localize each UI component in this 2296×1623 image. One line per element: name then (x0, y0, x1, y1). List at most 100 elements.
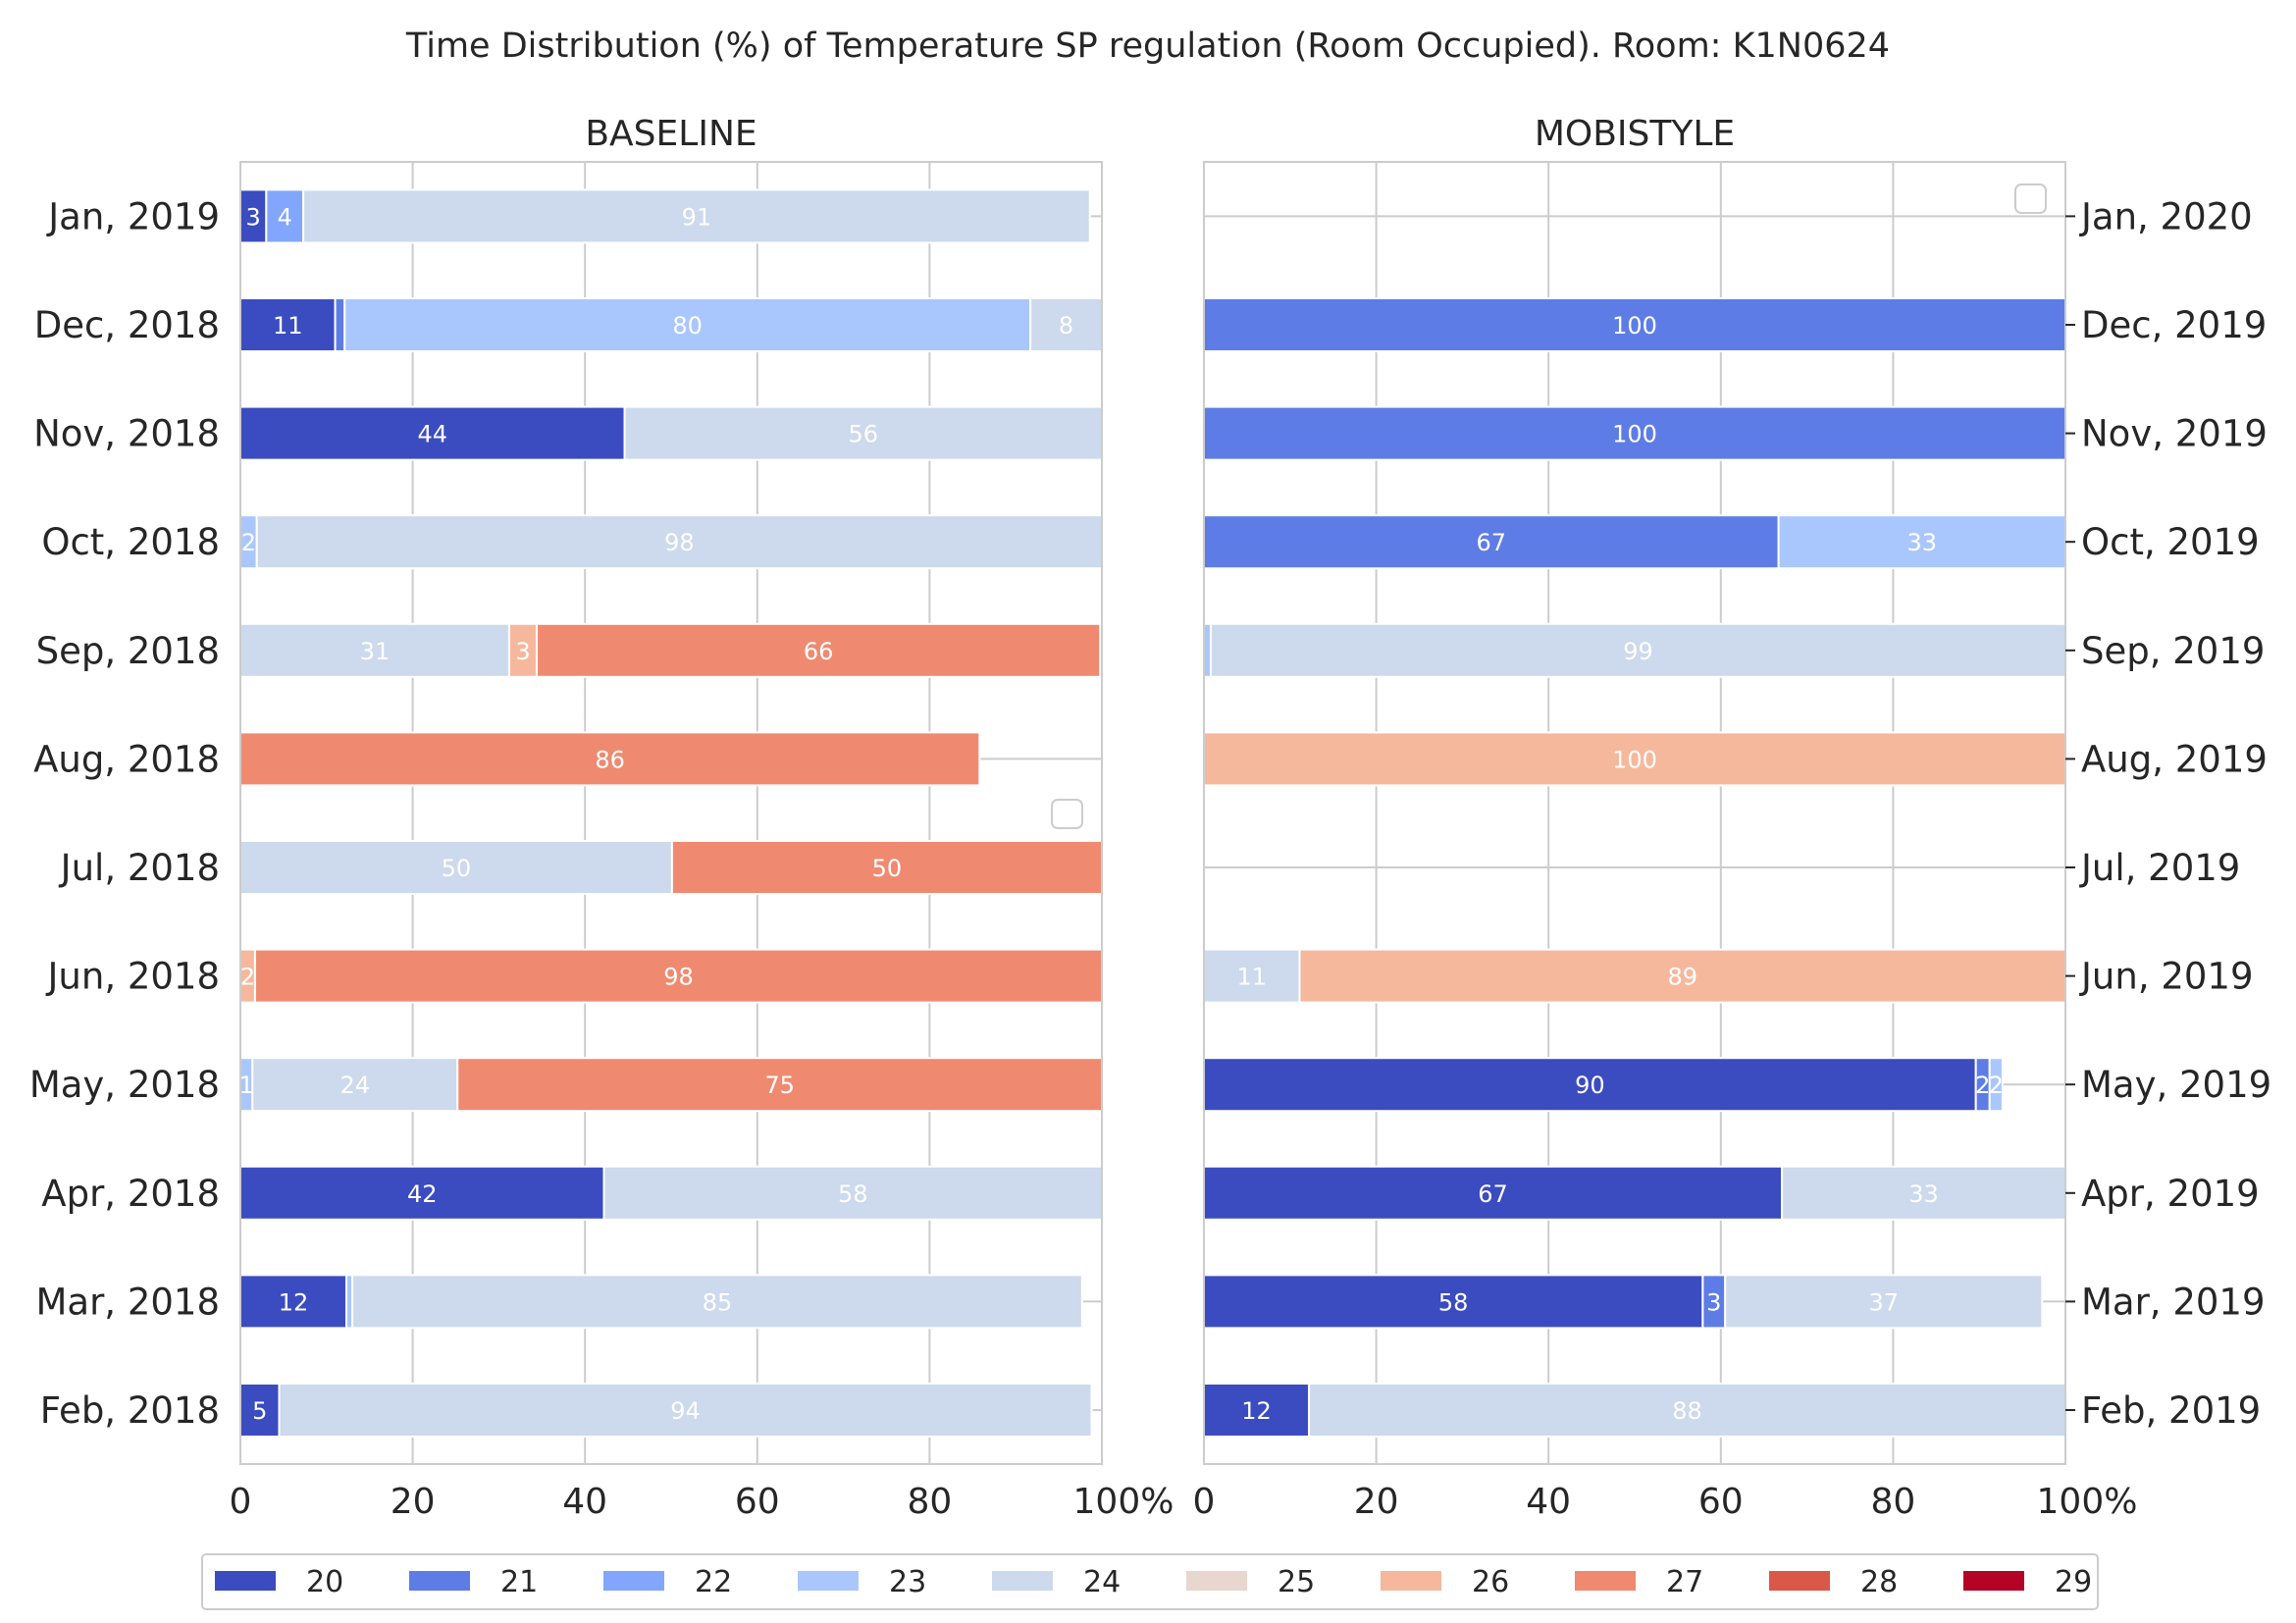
bar-segment (239, 1274, 347, 1330)
ytick-label: Jun, 2018 (46, 956, 221, 998)
bar-value-label: 58 (1438, 1288, 1469, 1316)
legend-label: 29 (2055, 1565, 2092, 1599)
bar-segment (1203, 1274, 1704, 1330)
xtick-label: 20 (1354, 1482, 1399, 1522)
ytick-label: Sep, 2018 (36, 630, 220, 672)
bar-segment (334, 297, 346, 352)
panel-title: BASELINE (585, 114, 757, 154)
bar-value-label: 11 (1236, 964, 1267, 991)
xtick-label: 100% (2037, 1482, 2138, 1522)
legend-label: 26 (1472, 1565, 1509, 1599)
bar-segment (253, 948, 1103, 1004)
bar-segment (239, 1165, 605, 1221)
legend: 20 21 22 23 24 25 26 27 28 29 (201, 1553, 2099, 1610)
axes-frame (1203, 161, 2066, 1465)
bar-value-label: 2 (1975, 1072, 1990, 1099)
panel-mobistyle: MOBISTYLE 12 88 58 3 37 67 33 90 22 11 89 100 99 67 33 1… (1193, 114, 2272, 1522)
ytick-label: Feb, 2019 (2081, 1389, 2261, 1432)
bar-segment (1781, 1165, 2066, 1221)
bar-value-label: 11 (273, 312, 303, 340)
legend-swatch (1769, 1571, 1830, 1591)
bar-value-label: 1 (239, 1072, 254, 1099)
bar-segment (239, 1383, 281, 1438)
bar-segment (278, 1383, 1093, 1438)
ytick-label: Aug, 2019 (2081, 738, 2268, 780)
bar-value-label: 2 (241, 529, 256, 556)
bar-value-label: 24 (340, 1072, 371, 1099)
xtick-label: 20 (391, 1482, 436, 1522)
bar-value-label: 86 (595, 746, 625, 773)
ytick-label: Nov, 2019 (2081, 413, 2268, 455)
bar-value-label: 89 (1667, 964, 1697, 991)
legend-label: 24 (1083, 1565, 1121, 1599)
bar-segment (302, 188, 1091, 244)
bar-value-label: 3 (246, 203, 261, 231)
bar-segment (1724, 1274, 2044, 1330)
legend-frame (201, 1553, 2099, 1610)
bar-value-label: 12 (279, 1288, 309, 1316)
bar-segment (251, 1057, 459, 1113)
bar-value-label: 66 (804, 638, 834, 665)
legend-swatch (1381, 1571, 1441, 1591)
chart-title: Time Distribution (%) of Temperature SP … (405, 26, 1890, 66)
bar-segment (1777, 514, 2066, 570)
ytick-label: Jan, 2020 (2079, 195, 2253, 237)
legend-label: 23 (889, 1565, 926, 1599)
ytick-label: Jul, 2018 (59, 847, 220, 889)
bar-value-label: 44 (418, 421, 448, 448)
bar-value-label: 5 (252, 1397, 267, 1425)
bar-value-label: 56 (849, 421, 879, 448)
legend-label: 28 (1860, 1565, 1898, 1599)
bar-segment (239, 731, 981, 787)
bar-value-label: 100 (1612, 312, 1657, 340)
ytick-label: Sep, 2019 (2081, 630, 2265, 672)
ytick-label: Jan, 2019 (46, 195, 220, 237)
bar-segment (1298, 948, 2066, 1004)
bar-value-label: 67 (1477, 529, 1507, 556)
bar-value-label: 50 (442, 855, 472, 882)
bar-segment (602, 1165, 1103, 1221)
xtick-label: 0 (230, 1482, 252, 1522)
bar-value-label: 88 (1672, 1397, 1702, 1425)
bar-segment (1203, 1165, 1784, 1221)
ytick-label: Apr, 2019 (2081, 1173, 2260, 1215)
bar-segment (265, 188, 305, 244)
bar-segment (239, 840, 673, 895)
panel-title: MOBISTYLE (1535, 114, 1735, 154)
bar-value-label: 98 (663, 964, 694, 991)
bar-value-label: 3 (515, 638, 530, 665)
bar-value-label: 2 (1989, 1072, 2004, 1099)
bar-value-label: 91 (682, 203, 712, 231)
legend-label: 21 (500, 1565, 538, 1599)
bar-segment (1203, 948, 1301, 1004)
bar-segment (1988, 1057, 2004, 1113)
legend-swatch (409, 1571, 470, 1591)
xtick-label: 0 (1193, 1482, 1216, 1522)
ytick-label: Jul, 2019 (2079, 847, 2240, 889)
empty-legend-box (2014, 183, 2047, 214)
legend-swatch (1963, 1571, 2024, 1591)
bar-value-label: 31 (360, 638, 391, 665)
ytick-label: Dec, 2019 (2081, 304, 2267, 346)
xtick-label: 80 (1870, 1482, 1915, 1522)
ytick-label: Oct, 2019 (2081, 521, 2260, 563)
legend-label: 27 (1666, 1565, 1703, 1599)
bar-segment (1308, 1383, 2066, 1438)
bar-value-label: 42 (407, 1180, 438, 1208)
ytick-label: Mar, 2019 (2081, 1281, 2266, 1323)
legend-label: 20 (306, 1565, 343, 1599)
xtick-label: 100% (1073, 1482, 1174, 1522)
axes-frame (239, 161, 1103, 1465)
ytick-label: Aug, 2018 (33, 738, 220, 780)
bar-value-label: 100 (1612, 746, 1657, 773)
bar-value-label: 85 (703, 1288, 733, 1316)
bar-segment (351, 1274, 1083, 1330)
bar-segment (1203, 297, 2066, 352)
bar-value-label: 100 (1612, 421, 1657, 448)
bar-value-label: 37 (1868, 1288, 1899, 1316)
bar-value-label: 90 (1575, 1072, 1605, 1099)
bar-value-label: 12 (1241, 1397, 1272, 1425)
bar-value-label: 4 (278, 203, 292, 231)
